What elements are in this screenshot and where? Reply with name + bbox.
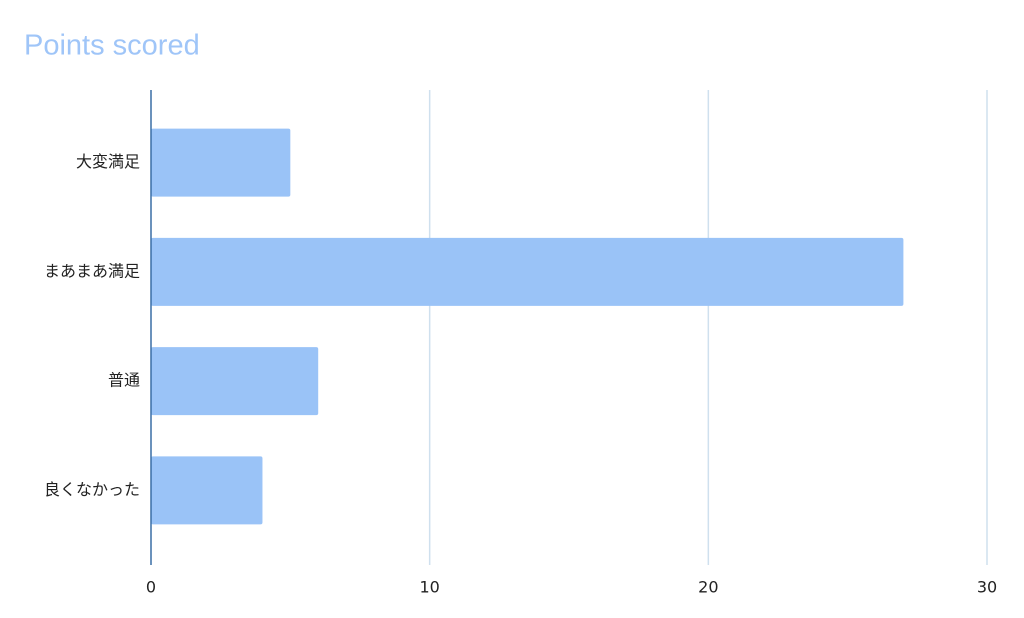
x-tick-label: 10 bbox=[419, 578, 439, 597]
bar bbox=[151, 456, 263, 525]
x-tick-label: 20 bbox=[698, 578, 718, 597]
bar bbox=[151, 128, 291, 197]
y-tick-label: 大変満足 bbox=[76, 152, 140, 171]
x-tick-label: 0 bbox=[146, 578, 156, 597]
chart-title: Points scored bbox=[24, 30, 200, 62]
y-tick-label: まあまあ満足 bbox=[44, 261, 140, 280]
y-tick-label: 普通 bbox=[108, 371, 140, 390]
x-tick-label: 30 bbox=[977, 578, 997, 597]
y-tick-label: 良くなかった bbox=[44, 480, 140, 499]
bar bbox=[151, 237, 904, 306]
bar bbox=[151, 347, 319, 416]
